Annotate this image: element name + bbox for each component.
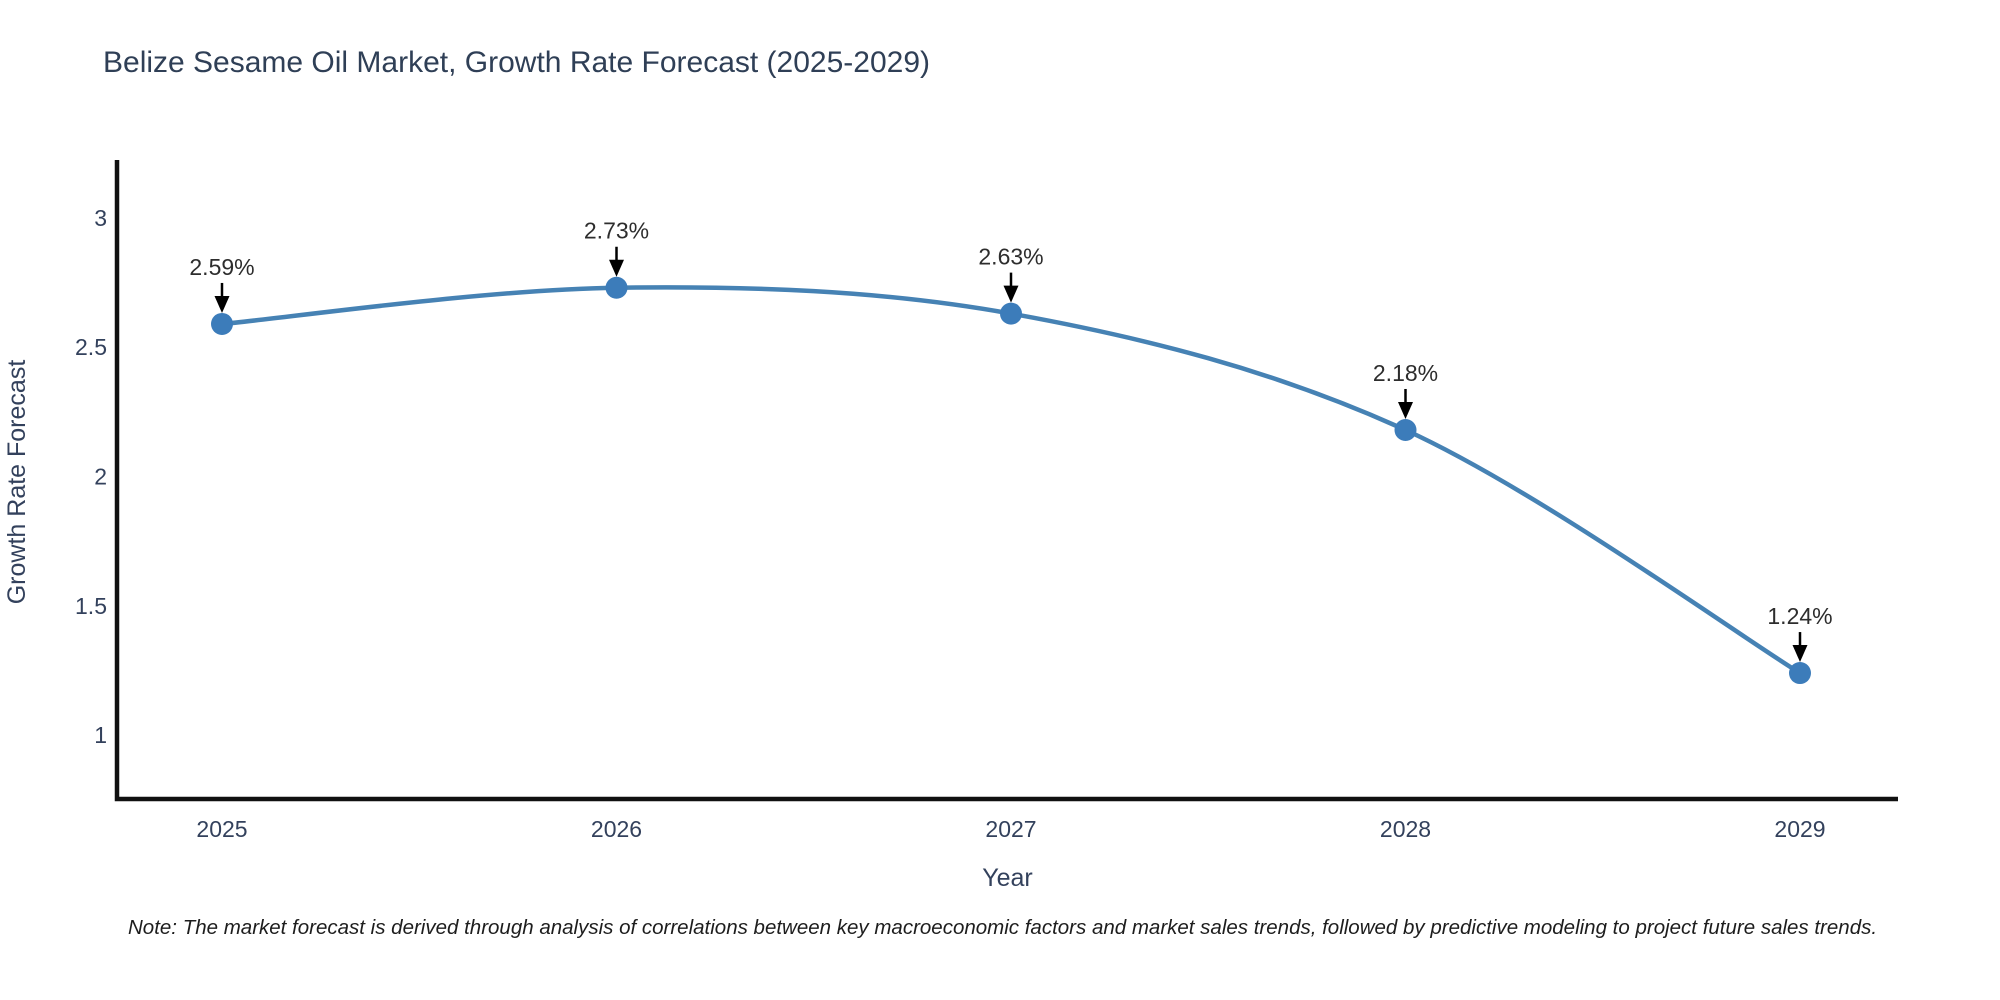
- annotation-label: 2.18%: [1373, 360, 1438, 386]
- data-point-marker: [1789, 662, 1811, 685]
- data-point-marker: [1000, 302, 1022, 325]
- y-tick-label: 3: [94, 205, 107, 231]
- y-tick-label: 1: [94, 722, 107, 748]
- data-point-marker: [1394, 418, 1417, 441]
- data-point-marker: [211, 312, 233, 335]
- x-tick-label: 2026: [591, 816, 642, 842]
- chart-title: Belize Sesame Oil Market, Growth Rate Fo…: [103, 46, 931, 79]
- annotation-label: 2.73%: [584, 218, 649, 244]
- x-tick-label: 2028: [1380, 816, 1431, 842]
- y-tick-label: 2: [94, 464, 107, 490]
- data-point-marker: [605, 276, 628, 299]
- annotation-label: 2.59%: [189, 254, 254, 280]
- y-tick-label: 1.5: [75, 593, 107, 619]
- annotation-label: 2.63%: [978, 244, 1043, 270]
- y-axis-title: Growth Rate Forecast: [3, 360, 31, 605]
- annotation-arrow-head: [1003, 285, 1019, 303]
- annotation-arrow-head: [609, 259, 624, 277]
- axis-spines: [114, 160, 1898, 802]
- annotation-arrow-head: [1792, 645, 1808, 663]
- x-axis-title: Year: [982, 864, 1033, 892]
- annotation-label: 1.24%: [1767, 603, 1832, 629]
- x-tick-label: 2025: [196, 816, 247, 842]
- x-tick-label: 2029: [1774, 816, 1825, 842]
- chart-footnote: Note: The market forecast is derived thr…: [128, 916, 1878, 939]
- annotation-arrow-head: [1398, 401, 1413, 419]
- trend-line: [219, 285, 1803, 676]
- annotation-arrow-head: [214, 295, 230, 313]
- x-tick-label: 2027: [985, 816, 1036, 842]
- y-tick-label: 2.5: [75, 334, 107, 360]
